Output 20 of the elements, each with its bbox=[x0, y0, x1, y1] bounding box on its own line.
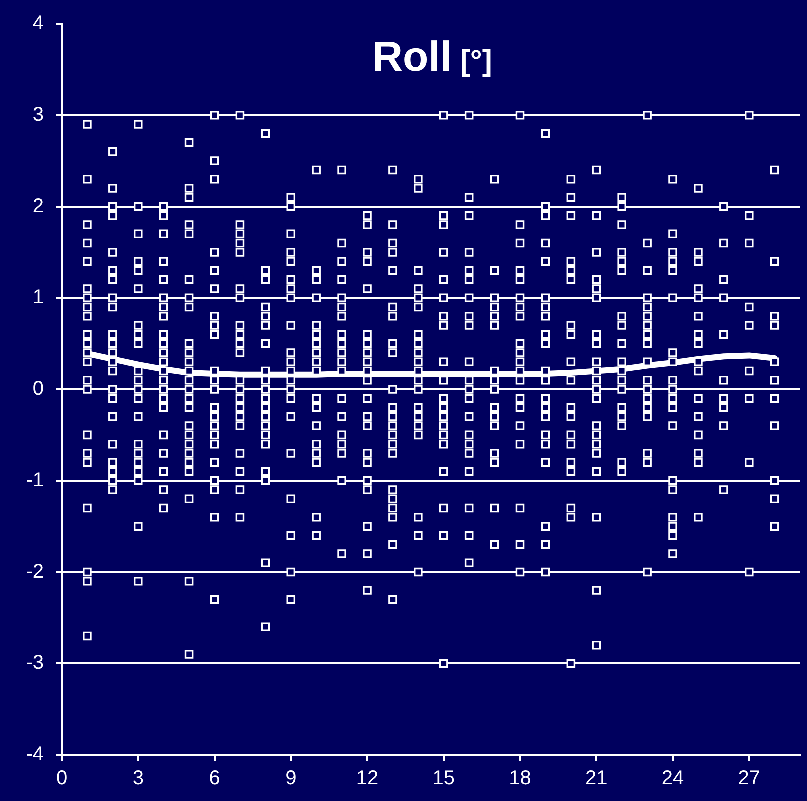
x-tick-label: 27 bbox=[738, 768, 761, 790]
y-tick-label: 3 bbox=[32, 104, 44, 126]
x-tick-label: 12 bbox=[356, 768, 379, 790]
x-tick-label: 0 bbox=[56, 768, 68, 790]
x-tick-label: 6 bbox=[209, 768, 220, 790]
y-tick-label: -1 bbox=[26, 469, 44, 492]
chart-title: Roll [°] bbox=[372, 33, 492, 80]
y-tick-label: -3 bbox=[26, 652, 44, 674]
x-tick-label: 15 bbox=[432, 768, 456, 790]
y-tick-label: 4 bbox=[32, 12, 44, 35]
y-tick-label: 2 bbox=[32, 195, 44, 218]
x-tick-label: 9 bbox=[286, 768, 297, 790]
y-tick-label: -4 bbox=[26, 744, 44, 766]
x-tick-label: 21 bbox=[586, 768, 608, 790]
y-tick-label: 1 bbox=[32, 286, 44, 309]
x-tick-label: 18 bbox=[509, 768, 532, 790]
y-tick-label: 0 bbox=[32, 378, 44, 400]
y-tick-label: -2 bbox=[26, 560, 44, 583]
x-tick-label: 24 bbox=[662, 768, 684, 790]
x-tick-label: 3 bbox=[132, 768, 144, 790]
